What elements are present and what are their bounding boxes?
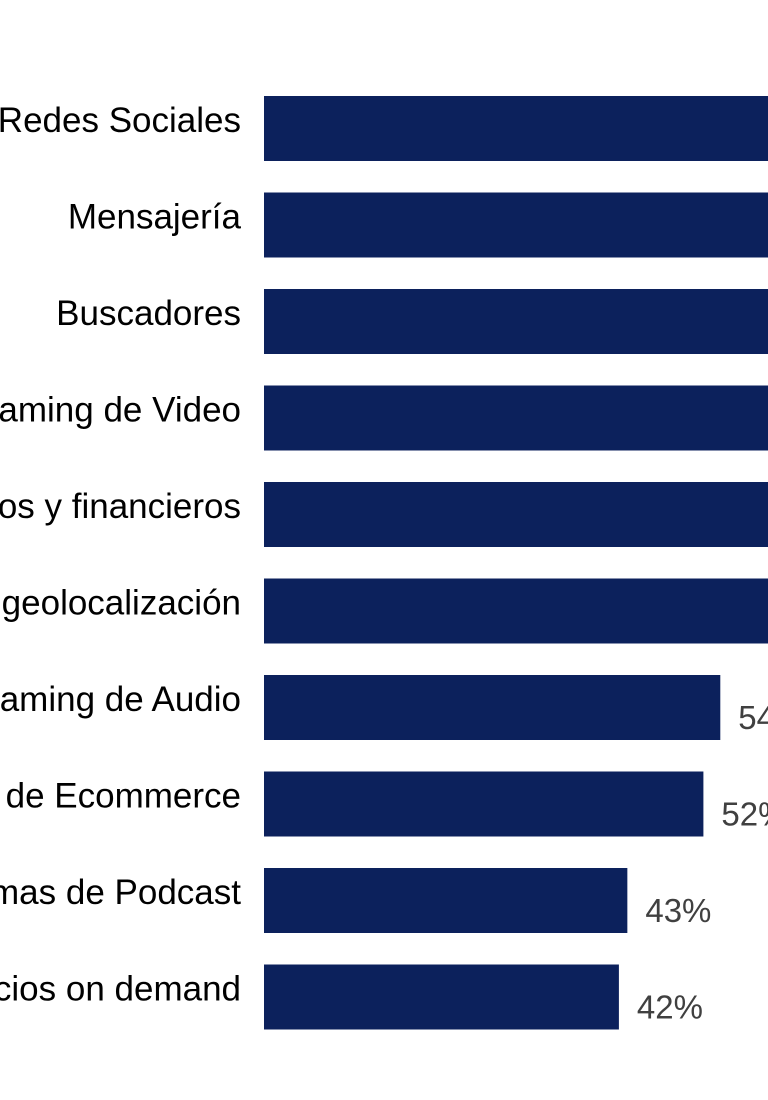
category-label: Plataformas de Podcast: [0, 873, 241, 912]
bar-10: [264, 964, 619, 1030]
category-label: Redes Sociales: [0, 101, 241, 140]
category-label: Bancos y financieros: [0, 487, 241, 526]
bar-8: [264, 771, 704, 837]
category-label: Mapas y geolocalización: [0, 584, 241, 623]
category-labels-group: Redes Sociales Mensajería Buscadores Stream…: [0, 101, 242, 1009]
category-label: Streaming de Video: [0, 391, 241, 430]
value-label: 42%: [637, 989, 703, 1026]
value-label: 54%: [738, 699, 768, 736]
bar-7: [264, 675, 721, 740]
value-label: 52%: [721, 796, 768, 833]
bar-9: [264, 868, 628, 933]
bar-4: [264, 385, 768, 451]
category-label: Servicios on demand: [0, 970, 241, 1009]
category-label: Buscadores: [56, 294, 241, 333]
value-label: 43%: [645, 892, 711, 929]
value-labels-group: 54% 52% 43% 42%: [637, 699, 768, 1026]
bar-1: [264, 96, 768, 161]
category-label: Plataformas de Ecommerce: [0, 777, 241, 816]
bar-2: [264, 192, 768, 258]
category-label: Streaming de Audio: [0, 680, 241, 719]
bar-5: [264, 482, 768, 547]
bar-6: [264, 578, 768, 644]
bar-3: [264, 289, 768, 354]
category-label: Mensajería: [68, 198, 242, 237]
bars-group: [264, 96, 768, 1030]
